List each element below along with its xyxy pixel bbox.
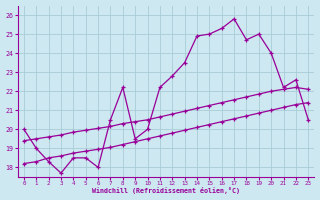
X-axis label: Windchill (Refroidissement éolien,°C): Windchill (Refroidissement éolien,°C) [92, 187, 240, 194]
